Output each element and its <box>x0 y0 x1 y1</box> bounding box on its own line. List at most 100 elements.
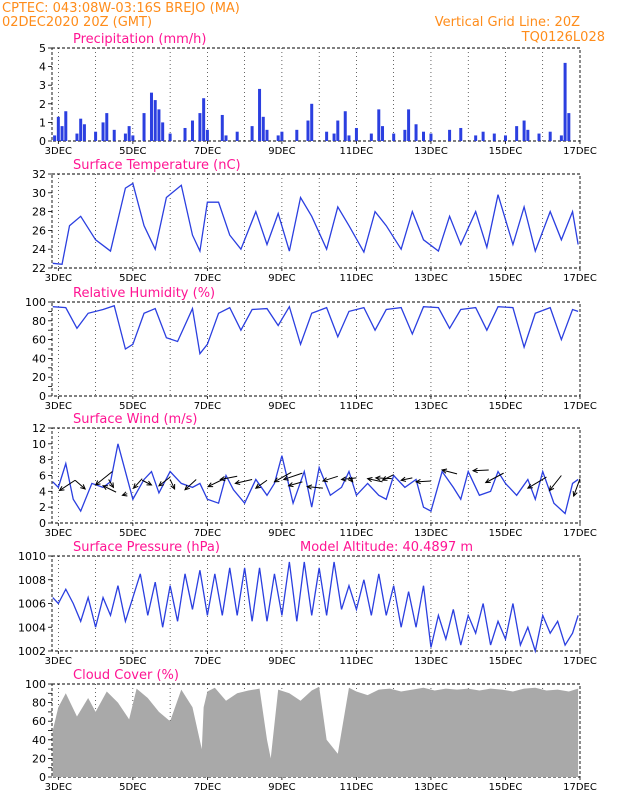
precipitation-bar <box>492 133 496 141</box>
pressure-ytick-label: 1010 <box>18 550 46 563</box>
humidity-xtick-label: 11DEC <box>340 401 374 412</box>
humidity-xtick-label: 13DEC <box>414 401 448 412</box>
precipitation-xtick-label: 9DEC <box>268 146 295 157</box>
humidity-xtick-label: 3DEC <box>45 401 72 412</box>
cloud-panel: 0 20 40 60 80 100 3DEC 5DEC 7DEC 9DEC 11DEC 13DEC 15… <box>25 668 597 793</box>
precipitation-bar <box>56 116 60 141</box>
wind-arrow-head <box>234 479 241 485</box>
wind-arrow-head <box>254 483 261 489</box>
precipitation-bar <box>123 133 127 141</box>
precipitation-bar <box>190 120 194 141</box>
precipitation-bar <box>369 133 373 141</box>
wind-xtick-label: 3DEC <box>45 528 72 539</box>
humidity-xtick-label: 17DEC <box>563 401 597 412</box>
precipitation-bar <box>202 98 206 141</box>
temperature-xtick-label: 9DEC <box>268 273 295 284</box>
cloud-ytick-label: 60 <box>32 715 46 728</box>
wind-frame <box>51 427 581 524</box>
precipitation-bar <box>567 113 571 141</box>
precipitation-bar <box>474 135 478 141</box>
cloud-xtick-label: 15DEC <box>489 782 523 793</box>
wind-arrow-head <box>80 484 87 490</box>
precipitation-bar <box>354 127 358 141</box>
precipitation-bar <box>82 124 86 141</box>
precipitation-bar <box>157 109 161 141</box>
wind-arrow-shaft <box>527 476 547 489</box>
wind-arrow-shaft <box>59 479 76 491</box>
humidity-ytick-label: 60 <box>32 334 46 347</box>
precipitation-bar <box>332 133 336 141</box>
wind-arrow-head <box>414 478 421 485</box>
wind-arrow-head <box>287 482 294 488</box>
wind-arrow-head <box>366 476 373 483</box>
precipitation-bar <box>295 129 299 141</box>
cloud-area <box>52 686 579 777</box>
wind-arrow-head <box>441 468 448 474</box>
temperature-ytick-label: 26 <box>32 224 46 237</box>
wind-arrow-shaft <box>133 478 143 489</box>
wind-arrow-shaft <box>401 477 413 481</box>
cloud-xtick-label: 7DEC <box>194 782 221 793</box>
precipitation-bar <box>105 113 109 141</box>
temperature-ytick-label: 22 <box>32 262 46 275</box>
precipitation-ytick-label: 4 <box>39 61 46 74</box>
precipitation-bar <box>161 122 165 141</box>
humidity-ytick-label: 100 <box>25 296 46 309</box>
wind-arrow-shaft <box>549 475 562 491</box>
precipitation-bar <box>515 126 519 141</box>
wind-arrow-head <box>282 475 289 481</box>
wind-arrow-shaft <box>382 474 394 481</box>
wind-arrow-shaft <box>235 478 253 484</box>
wind-arrow-shaft <box>442 469 458 475</box>
precipitation-bar <box>276 135 280 141</box>
wind-arrow-shaft <box>274 471 292 483</box>
wind-arrow-head <box>132 483 139 490</box>
temperature-line <box>52 182 579 265</box>
wind-panel: 0 2 4 6 8 10 12 3DEC 5DEC 7DEC 9DEC 11DEC 13DEC 15DEC… <box>32 412 597 539</box>
humidity-title: Relative Humidity (%) <box>73 286 215 301</box>
wind-arrow-head <box>526 483 533 489</box>
wind-arrow-shaft <box>95 471 113 486</box>
wind-arrow-shaft <box>473 469 489 472</box>
precipitation-ytick-label: 1 <box>39 116 46 129</box>
wind-arrow-head <box>273 477 280 483</box>
precipitation-bar <box>522 120 526 141</box>
wind-arrow-head <box>471 467 478 474</box>
pressure-xtick-label: 5DEC <box>119 656 146 667</box>
precipitation-bar <box>407 109 411 141</box>
wind-title: Surface Wind (m/s) <box>73 412 197 427</box>
humidity-xtick-label: 7DEC <box>194 401 221 412</box>
precipitation-bar <box>280 131 284 141</box>
wind-arrow-head <box>94 480 101 486</box>
wind-ytick-label: 12 <box>32 422 46 435</box>
wind-arrow-shaft <box>283 472 303 480</box>
precipitation-bar <box>235 131 239 141</box>
precipitation-bar <box>168 133 172 141</box>
wind-arrow-head <box>572 491 578 498</box>
cloud-xtick-label: 17DEC <box>563 782 597 793</box>
wind-arrow-head <box>219 476 226 482</box>
cloud-xtick-label: 3DEC <box>45 782 72 793</box>
precipitation-xtick-label: 17DEC <box>563 146 597 157</box>
pressure-panel: 1002 1004 1006 1008 1010 3DEC 5DEC 7DEC 9DEC 11DE… <box>18 540 597 667</box>
precipitation-ytick-label: 3 <box>39 79 46 92</box>
temperature-ytick-label: 24 <box>32 243 46 256</box>
precipitation-bar <box>127 126 131 141</box>
wind-arrow-shaft <box>485 472 504 484</box>
cloud-ytick-label: 100 <box>25 678 46 691</box>
pressure-frame <box>51 555 581 652</box>
wind-arrow-head <box>306 484 313 490</box>
cloud-ytick-label: 40 <box>32 734 46 747</box>
precipitation-bar <box>224 135 228 141</box>
run-date: 02DEC2020 20Z (GMT) <box>2 15 152 30</box>
humidity-line <box>52 304 579 356</box>
wind-arrow-head <box>58 485 65 492</box>
wind-arrow-head <box>400 476 407 482</box>
precipitation-bar <box>258 88 262 141</box>
precipitation-xtick-label: 11DEC <box>340 146 374 157</box>
pressure-xtick-label: 9DEC <box>268 656 295 667</box>
wind-arrow-shaft <box>184 479 197 491</box>
precipitation-bar <box>265 129 269 141</box>
cloud-xtick-label: 13DEC <box>414 782 448 793</box>
